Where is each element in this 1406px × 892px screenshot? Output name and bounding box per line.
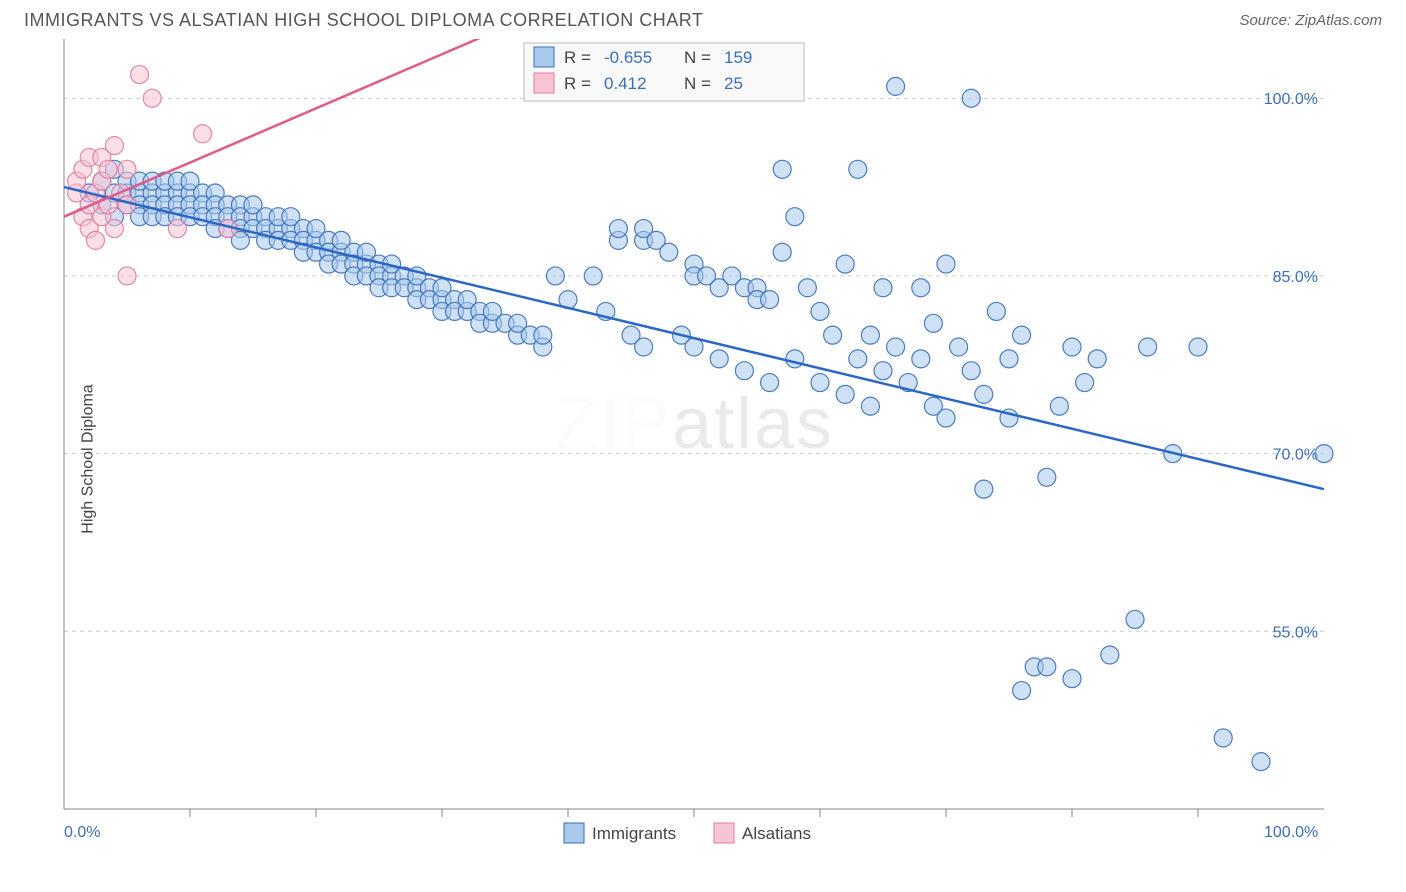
- legend-r-label: R =: [564, 74, 591, 93]
- bottom-legend: Immigrants Alsatians: [564, 823, 811, 843]
- y-axis-label: High School Diploma: [80, 384, 98, 533]
- y-tick-label: 70.0%: [1273, 447, 1318, 464]
- x-tick-label: 0.0%: [64, 824, 100, 841]
- legend-r-value: -0.655: [604, 48, 652, 67]
- watermark: ZIPatlas: [554, 384, 834, 464]
- y-tick-label: 55.0%: [1273, 624, 1318, 641]
- bottom-legend-label: Alsatians: [742, 824, 811, 843]
- chart-title: IMMIGRANTS VS ALSATIAN HIGH SCHOOL DIPLO…: [24, 10, 703, 31]
- y-tick-label: 100.0%: [1264, 91, 1318, 108]
- legend-n-label: N =: [684, 74, 711, 93]
- bottom-legend-label: Immigrants: [592, 824, 676, 843]
- x-tick-label: 100.0%: [1264, 824, 1318, 841]
- legend-r-label: R =: [564, 48, 591, 67]
- scatter-chart: 55.0% 70.0% 85.0% 100.0% 0.0% 100.0% ZIPatlas R…: [24, 39, 1344, 879]
- y-tick-label: 85.0%: [1273, 269, 1318, 286]
- legend-n-value: 159: [724, 48, 752, 67]
- legend-n-value: 25: [724, 74, 743, 93]
- legend-n-label: N =: [684, 48, 711, 67]
- chart-container: High School Diploma 55.0% 70.0% 85.0% 100.0…: [24, 39, 1382, 879]
- legend-r-value: 0.412: [604, 74, 647, 93]
- source-label: Source: ZipAtlas.com: [1239, 12, 1382, 29]
